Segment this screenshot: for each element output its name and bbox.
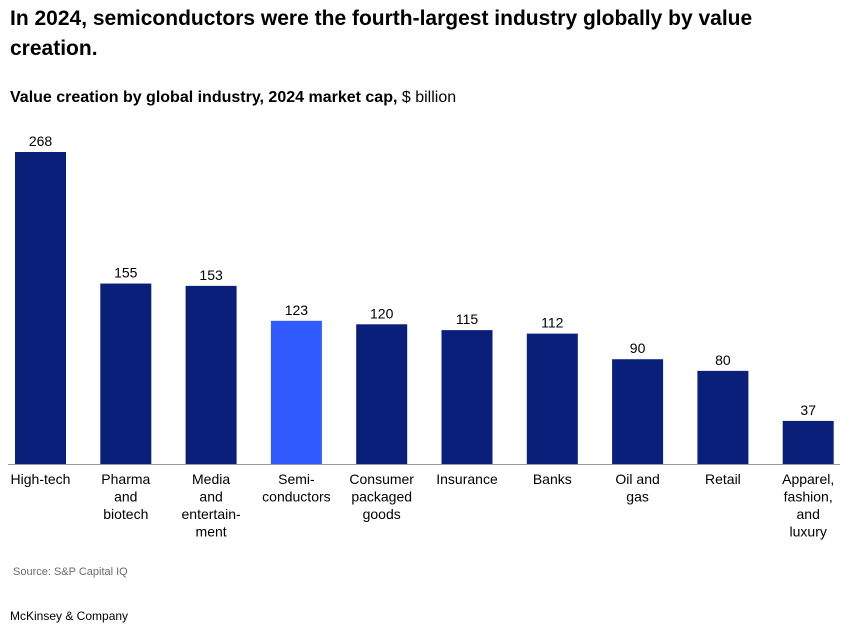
- bar-0: [15, 152, 66, 464]
- category-label-2: Media and entertain-ment: [182, 471, 241, 540]
- category-label-8: Retail: [705, 471, 741, 487]
- category-label-0: High-tech: [11, 471, 71, 487]
- value-label-7: 90: [630, 340, 646, 356]
- bar-7: [612, 359, 664, 464]
- bar-chart: 268 High-tech 155 Pharma and biotech 153 Media a…: [8, 133, 840, 540]
- category-label-3: Semi-conductors: [262, 471, 330, 505]
- category-label-1: Pharma and biotech: [101, 471, 150, 522]
- bar-9: [782, 420, 834, 464]
- value-label-5: 115: [456, 311, 479, 327]
- value-label-1: 155: [114, 265, 138, 281]
- bar-5: [441, 330, 493, 464]
- chart-subtitle: Value creation by global industry, 2024 …: [10, 88, 456, 108]
- bar-6: [526, 333, 578, 464]
- value-label-9: 37: [800, 402, 816, 418]
- value-label-4: 120: [370, 305, 394, 321]
- category-label-9: Apparel, fashion, and luxury: [782, 471, 834, 540]
- value-label-2: 153: [199, 267, 223, 283]
- bar-1: [100, 283, 152, 464]
- category-label-6: Banks: [533, 471, 572, 487]
- chart-title: In 2024, semiconductors were the fourth-…: [10, 7, 753, 60]
- subtitle-unit: $ billion: [397, 89, 457, 106]
- subtitle-bold: Value creation by global industry, 2024 …: [10, 89, 398, 106]
- bar-8: [697, 370, 749, 464]
- category-label-4: Consumer packaged goods: [349, 471, 414, 522]
- category-label-5: Insurance: [436, 471, 498, 487]
- value-label-6: 112: [541, 315, 564, 331]
- source-note: Source: S&P Capital IQ: [13, 566, 128, 578]
- bar-4: [356, 324, 408, 464]
- category-label-7: Oil and gas: [615, 471, 659, 505]
- value-label-0: 268: [29, 133, 53, 149]
- brand-logo-text: McKinsey & Company: [10, 609, 129, 623]
- value-label-3: 123: [285, 302, 309, 318]
- value-label-8: 80: [715, 352, 731, 368]
- bar-2: [185, 285, 237, 464]
- bar-3: [270, 320, 322, 464]
